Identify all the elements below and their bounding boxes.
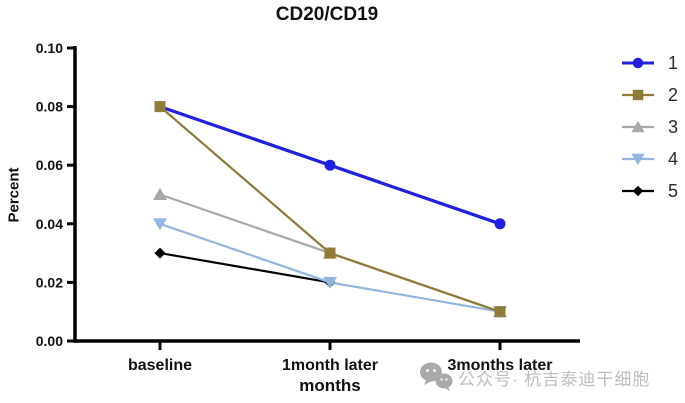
legend-marker-5: [632, 185, 644, 197]
y-tick-label: 0.10: [36, 40, 63, 56]
legend-marker-4: [631, 153, 645, 166]
x-tick-label: 1month later: [282, 357, 378, 374]
x-tick-label: baseline: [128, 357, 192, 374]
y-tick-label: 0.08: [36, 99, 63, 115]
data-point-series-4: [153, 218, 167, 231]
data-point-series-2: [494, 306, 506, 318]
legend-marker-3: [631, 120, 645, 133]
legend-label-5: 5: [668, 181, 678, 201]
data-point-series-1: [494, 218, 506, 230]
x-tick-label: 3months later: [448, 357, 553, 374]
data-point-series-2: [324, 247, 336, 259]
data-point-series-4: [323, 276, 337, 289]
chart-title: CD20/CD19: [275, 4, 379, 25]
legend-label-1: 1: [668, 53, 678, 73]
legend-label-4: 4: [668, 149, 678, 169]
data-point-series-2: [154, 101, 166, 113]
y-tick-label: 0.02: [36, 274, 63, 290]
series-line-5: [159, 252, 331, 284]
x-axis-title: months: [299, 376, 361, 395]
data-point-series-1: [324, 159, 336, 171]
y-tick-label: 0.00: [36, 333, 63, 349]
legend-label-3: 3: [668, 117, 678, 137]
y-tick-label: 0.04: [36, 216, 63, 232]
y-tick-label: 0.06: [36, 157, 63, 173]
data-point-series-5: [154, 247, 166, 259]
legend-marker-1: [632, 57, 644, 69]
legend-marker-2: [632, 89, 644, 101]
data-point-series-3: [153, 188, 167, 200]
series-line-4: [159, 222, 501, 313]
legend-label-2: 2: [668, 85, 678, 105]
